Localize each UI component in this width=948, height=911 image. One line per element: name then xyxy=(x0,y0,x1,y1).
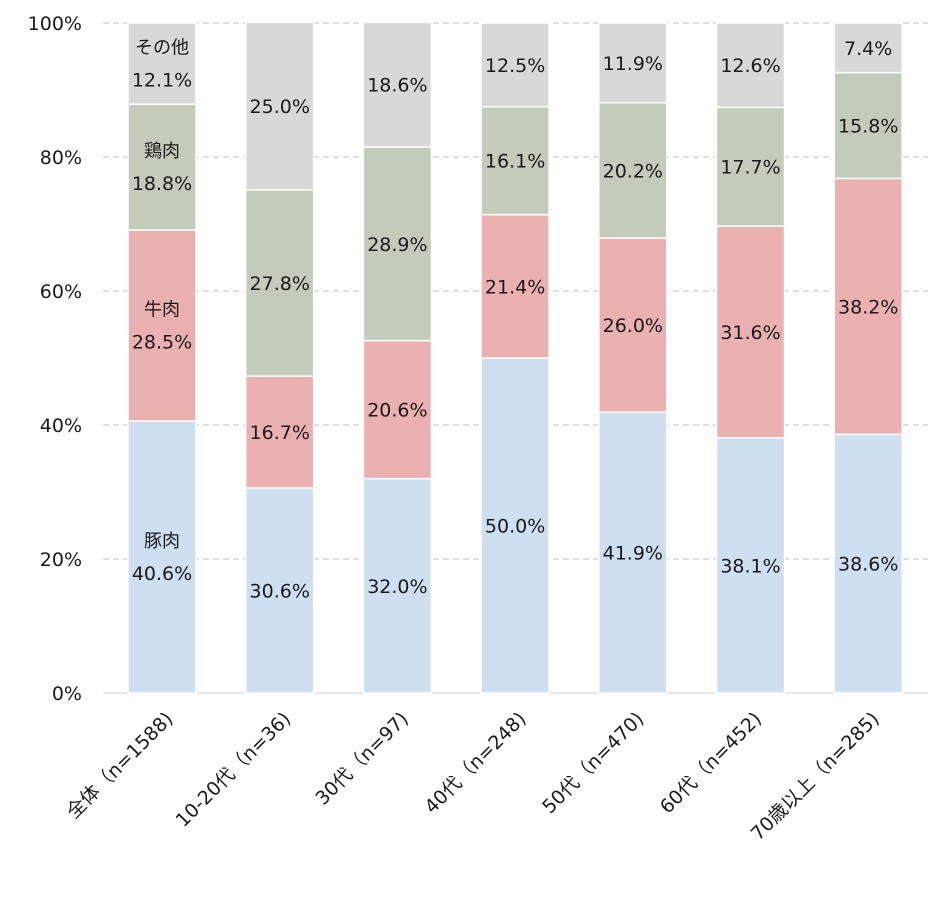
bar-segment xyxy=(127,22,197,105)
y-tick-label: 0% xyxy=(52,683,82,705)
x-category-label: 40代（n=248) xyxy=(420,708,530,818)
data-label: 20.6% xyxy=(367,400,427,422)
bar-segment xyxy=(127,229,197,422)
data-label: 28.5% xyxy=(132,332,192,354)
data-label: 38.1% xyxy=(720,555,780,577)
data-label: 17.7% xyxy=(720,157,780,179)
bar-segment xyxy=(127,103,197,231)
bar-segment xyxy=(362,146,433,342)
data-label: 15.8% xyxy=(838,116,898,138)
data-label: 12.5% xyxy=(485,55,545,77)
bar-segment xyxy=(598,101,668,239)
data-label: 21.4% xyxy=(485,276,545,298)
x-category-label: 60代（n=452) xyxy=(656,708,766,818)
bar-segment xyxy=(480,357,550,694)
bar-segment xyxy=(244,375,315,489)
data-label: 31.6% xyxy=(720,322,780,344)
data-label: 12.1% xyxy=(132,70,192,92)
series-name-label: 牛肉 xyxy=(144,300,180,321)
bar-segment xyxy=(833,22,903,74)
bar-segment xyxy=(480,22,550,108)
bar-segment xyxy=(715,106,786,227)
data-label: 18.8% xyxy=(132,173,192,195)
bar-segment xyxy=(833,177,903,436)
bar-segment xyxy=(598,411,668,694)
x-category-label: 70歳以上（n=285) xyxy=(747,708,884,845)
x-category-label: 10-20代（n=36) xyxy=(172,708,296,832)
bar-segment xyxy=(715,225,786,439)
bar-segment xyxy=(362,477,433,694)
bar-segment xyxy=(833,71,903,180)
data-label: 27.8% xyxy=(250,273,310,295)
bar-segment xyxy=(244,487,315,694)
data-label: 38.6% xyxy=(838,554,898,576)
series-name-label: 豚肉 xyxy=(144,531,180,552)
data-label: 40.6% xyxy=(132,563,192,585)
bar-segment xyxy=(362,339,433,480)
x-category-label: 50代（n=470) xyxy=(538,708,648,818)
y-tick-label: 100% xyxy=(28,13,82,35)
y-tick-label: 80% xyxy=(40,147,82,169)
data-label: 50.0% xyxy=(485,516,545,538)
data-label: 26.0% xyxy=(603,315,663,337)
bar-segment xyxy=(244,21,315,191)
bar-segment xyxy=(598,22,668,104)
bar-segment xyxy=(480,106,550,216)
series-name-label: 鶏肉 xyxy=(144,141,180,162)
bar-segment xyxy=(715,436,786,694)
data-label: 32.0% xyxy=(367,576,427,598)
data-label: 7.4% xyxy=(844,38,892,60)
bar-segment xyxy=(362,21,433,148)
data-label: 16.7% xyxy=(250,422,310,444)
y-tick-label: 40% xyxy=(40,415,82,437)
data-label: 20.2% xyxy=(603,160,663,182)
data-label: 12.6% xyxy=(720,55,780,77)
data-label: 30.6% xyxy=(250,580,310,602)
data-label: 41.9% xyxy=(603,543,663,565)
bar-segment xyxy=(598,237,668,414)
series-name-label: その他 xyxy=(135,38,189,59)
data-label: 16.1% xyxy=(485,151,545,173)
data-label: 25.0% xyxy=(250,96,310,118)
data-label: 38.2% xyxy=(838,296,898,318)
y-tick-label: 60% xyxy=(40,281,82,303)
bar-segment xyxy=(833,433,903,694)
bar-segment xyxy=(480,213,550,359)
x-category-label: 30代（n=97) xyxy=(311,708,413,810)
bar-segment xyxy=(244,189,315,377)
data-label: 18.6% xyxy=(367,75,427,97)
x-category-label: 全体（n=1588) xyxy=(62,708,177,823)
bar-segment xyxy=(127,420,197,694)
bar-segment xyxy=(715,22,786,109)
data-label: 11.9% xyxy=(603,53,663,75)
data-label: 28.9% xyxy=(367,234,427,256)
y-tick-label: 20% xyxy=(40,549,82,571)
